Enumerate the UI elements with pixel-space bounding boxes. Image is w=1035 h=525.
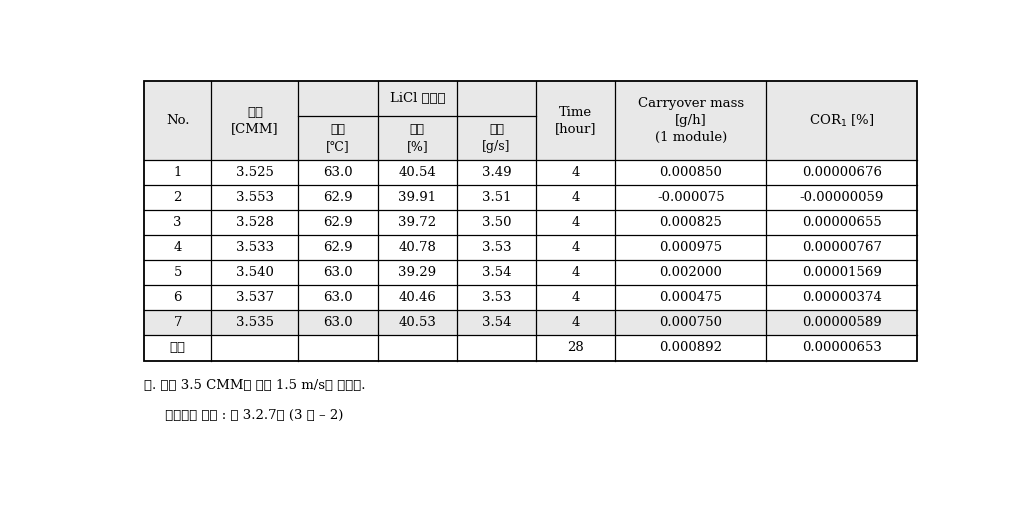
- Text: 40.46: 40.46: [398, 291, 437, 304]
- Text: 유량
[g/s]: 유량 [g/s]: [482, 123, 511, 153]
- Text: 0.000750: 0.000750: [659, 317, 722, 329]
- Text: 63.0: 63.0: [323, 166, 353, 179]
- Text: 7: 7: [174, 317, 182, 329]
- Text: 농도
[%]: 농도 [%]: [407, 123, 428, 153]
- Text: 3.535: 3.535: [236, 317, 274, 329]
- Bar: [144, 81, 917, 160]
- Text: 3: 3: [174, 216, 182, 229]
- Text: 0.000475: 0.000475: [659, 291, 722, 304]
- Text: 0.002000: 0.002000: [659, 266, 722, 279]
- Text: 40.53: 40.53: [398, 317, 437, 329]
- Text: 3.533: 3.533: [236, 242, 274, 254]
- Text: 3.54: 3.54: [482, 266, 511, 279]
- Text: 39.91: 39.91: [398, 191, 437, 204]
- Text: 5: 5: [174, 266, 182, 279]
- Text: 3.54: 3.54: [482, 317, 511, 329]
- Text: 표면처리 방법 : 표 3.2.7의 (3 안 – 2): 표면처리 방법 : 표 3.2.7의 (3 안 – 2): [144, 409, 344, 422]
- Text: 0.00000589: 0.00000589: [802, 317, 882, 329]
- Text: 62.9: 62.9: [323, 242, 353, 254]
- Text: 0.000975: 0.000975: [659, 242, 722, 254]
- Text: 62.9: 62.9: [323, 216, 353, 229]
- Text: 4: 4: [571, 216, 580, 229]
- Text: 62.9: 62.9: [323, 191, 353, 204]
- Text: 3.525: 3.525: [236, 166, 274, 179]
- Text: 3.51: 3.51: [482, 191, 511, 204]
- Text: 3.553: 3.553: [236, 191, 274, 204]
- Text: 63.0: 63.0: [323, 291, 353, 304]
- Text: Time
[hour]: Time [hour]: [555, 106, 596, 135]
- Text: 0.000892: 0.000892: [659, 341, 722, 354]
- Text: 0.00000374: 0.00000374: [802, 291, 882, 304]
- Text: 온도
[℃]: 온도 [℃]: [326, 123, 350, 153]
- Text: 39.29: 39.29: [398, 266, 437, 279]
- Text: 40.78: 40.78: [398, 242, 437, 254]
- Text: No.: No.: [166, 114, 189, 127]
- Text: 쳙계: 쳙계: [170, 341, 185, 354]
- Text: COR$_1$ [%]: COR$_1$ [%]: [809, 112, 875, 129]
- Text: 0.00000655: 0.00000655: [802, 216, 882, 229]
- Text: 0.00000653: 0.00000653: [802, 341, 882, 354]
- Text: 3.53: 3.53: [482, 291, 511, 304]
- Text: 4: 4: [571, 166, 580, 179]
- Text: 3.50: 3.50: [482, 216, 511, 229]
- Text: 28: 28: [567, 341, 584, 354]
- Text: 3.53: 3.53: [482, 242, 511, 254]
- Text: 4: 4: [571, 266, 580, 279]
- Text: -0.00000059: -0.00000059: [799, 191, 884, 204]
- Text: 주. 풍량 3.5 CMM은 유속 1.5 m/s에 해당됨.: 주. 풍량 3.5 CMM은 유속 1.5 m/s에 해당됨.: [144, 379, 365, 392]
- Text: 0.00001569: 0.00001569: [802, 266, 882, 279]
- Text: 0.000850: 0.000850: [659, 166, 722, 179]
- Text: 4: 4: [571, 291, 580, 304]
- Text: 3.537: 3.537: [236, 291, 274, 304]
- Text: -0.000075: -0.000075: [657, 191, 724, 204]
- Text: 39.72: 39.72: [398, 216, 437, 229]
- Text: 3.528: 3.528: [236, 216, 274, 229]
- Text: 0.000825: 0.000825: [659, 216, 722, 229]
- Text: 0.00000676: 0.00000676: [802, 166, 882, 179]
- Text: 63.0: 63.0: [323, 266, 353, 279]
- Text: 63.0: 63.0: [323, 317, 353, 329]
- Text: 6: 6: [174, 291, 182, 304]
- Text: 4: 4: [571, 317, 580, 329]
- Text: 4: 4: [571, 242, 580, 254]
- Text: 2: 2: [174, 191, 182, 204]
- Text: 3.49: 3.49: [482, 166, 511, 179]
- Text: 4: 4: [174, 242, 182, 254]
- Bar: [144, 310, 917, 335]
- Text: 3.540: 3.540: [236, 266, 274, 279]
- Text: 0.00000767: 0.00000767: [802, 242, 882, 254]
- Text: 40.54: 40.54: [398, 166, 436, 179]
- Text: 풍량
[CMM]: 풍량 [CMM]: [231, 106, 278, 135]
- Bar: [144, 81, 917, 361]
- Text: LiCl 수용액: LiCl 수용액: [389, 92, 445, 105]
- Text: 1: 1: [174, 166, 182, 179]
- Text: 4: 4: [571, 191, 580, 204]
- Text: Carryover mass
[g/h]
(1 module): Carryover mass [g/h] (1 module): [638, 97, 744, 144]
